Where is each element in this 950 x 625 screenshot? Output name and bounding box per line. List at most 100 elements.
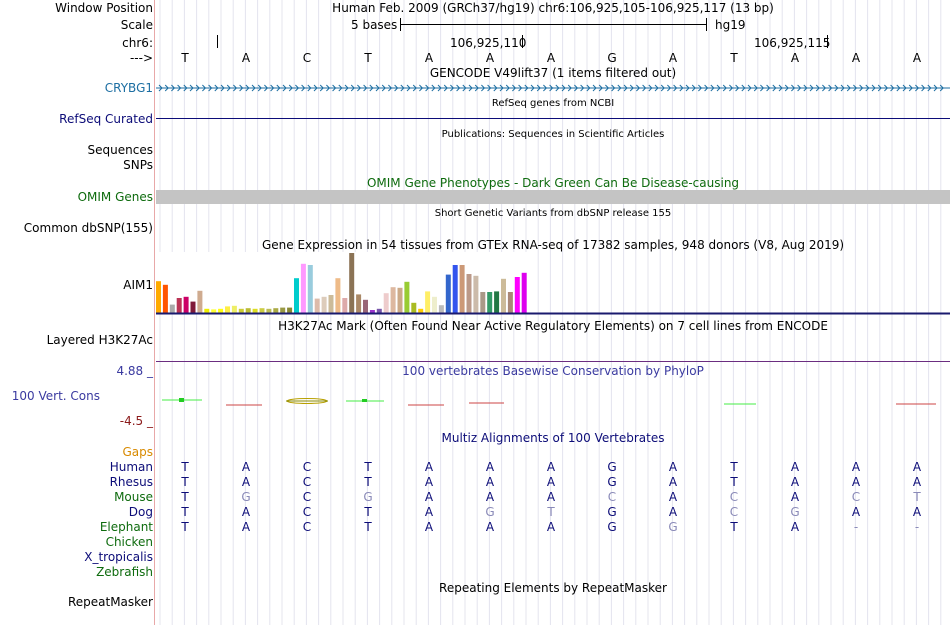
strand-arrow bbox=[729, 84, 734, 92]
gtex-tissue-bar[interactable] bbox=[369, 310, 375, 313]
refseq-label[interactable]: RefSeq Curated bbox=[59, 112, 153, 126]
gtex-tissue-bar[interactable] bbox=[342, 298, 348, 313]
strand-arrow bbox=[530, 84, 535, 92]
gtex-tissue-bar[interactable] bbox=[390, 287, 396, 313]
gtex-tissue-bar[interactable] bbox=[218, 308, 224, 313]
gtex-tissue-bar[interactable] bbox=[314, 298, 320, 313]
dbsnp-label[interactable]: Common dbSNP(155) bbox=[23, 221, 153, 235]
gtex-tissue-bar[interactable] bbox=[238, 308, 244, 313]
ruler-coordinate: 106,925,115 bbox=[754, 36, 831, 50]
gtex-tissue-bar[interactable] bbox=[397, 287, 403, 313]
gtex-tissue-bar[interactable] bbox=[404, 281, 410, 313]
gtex-tissue-bar[interactable] bbox=[211, 309, 217, 313]
species-label[interactable]: Rhesus bbox=[109, 475, 153, 489]
species-label[interactable]: Zebrafish bbox=[96, 565, 153, 579]
gtex-tissue-bar[interactable] bbox=[156, 281, 161, 313]
gtex-expression-chart[interactable] bbox=[156, 252, 950, 316]
gtex-tissue-bar[interactable] bbox=[245, 308, 251, 313]
strand-arrow bbox=[338, 84, 343, 92]
gtex-gene-label[interactable]: AIM1 bbox=[123, 278, 153, 292]
strand-arrow bbox=[499, 84, 504, 92]
gtex-tissue-bar[interactable] bbox=[266, 308, 272, 313]
species-label[interactable]: Elephant bbox=[99, 520, 153, 534]
reference-base: A bbox=[668, 51, 678, 65]
gtex-tissue-bar[interactable] bbox=[507, 292, 513, 313]
h3k27ac-label[interactable]: Layered H3K27Ac bbox=[46, 333, 153, 347]
gtex-tissue-bar[interactable] bbox=[473, 275, 479, 313]
alignment-base: G bbox=[607, 520, 617, 534]
gtex-tissue-bar[interactable] bbox=[521, 272, 527, 313]
phylop-signal[interactable] bbox=[156, 394, 950, 410]
gtex-tissue-bar[interactable] bbox=[383, 293, 389, 313]
gtex-tissue-bar[interactable] bbox=[494, 291, 500, 313]
gtex-tissue-bar[interactable] bbox=[162, 284, 168, 313]
gtex-tissue-bar[interactable] bbox=[376, 308, 382, 313]
alignment-base: A bbox=[790, 520, 800, 534]
gencode-item-label[interactable]: CRYBG1 bbox=[104, 81, 153, 95]
gtex-tissue-bar[interactable] bbox=[300, 263, 306, 313]
gencode-gene-feature[interactable] bbox=[156, 82, 950, 94]
gtex-tissue-bar[interactable] bbox=[321, 296, 327, 313]
strand-arrow bbox=[884, 84, 889, 92]
species-label[interactable]: Chicken bbox=[105, 535, 153, 549]
omim-label[interactable]: OMIM Genes bbox=[77, 190, 153, 204]
sequences-label[interactable]: Sequences bbox=[87, 143, 153, 157]
gtex-tissue-bar[interactable] bbox=[411, 302, 417, 313]
gtex-tissue-bar[interactable] bbox=[259, 308, 265, 313]
gtex-tissue-bar[interactable] bbox=[445, 274, 451, 313]
alignment-base: T bbox=[730, 520, 738, 534]
snps-label[interactable]: SNPs bbox=[123, 158, 153, 172]
gtex-tissue-bar[interactable] bbox=[280, 307, 286, 313]
gtex-tissue-bar[interactable] bbox=[514, 277, 520, 313]
gtex-tissue-bar[interactable] bbox=[307, 265, 313, 313]
gtex-tissue-bar[interactable] bbox=[231, 305, 237, 313]
gtex-tissue-bar[interactable] bbox=[425, 291, 431, 313]
gtex-tissue-bar[interactable] bbox=[349, 253, 355, 313]
gaps-label[interactable]: Gaps bbox=[122, 445, 153, 459]
gtex-tissue-bar[interactable] bbox=[501, 278, 506, 313]
strand-arrow bbox=[431, 84, 436, 92]
alignment-base: A bbox=[851, 505, 861, 519]
gtex-tissue-bar[interactable] bbox=[487, 292, 493, 313]
gtex-tissue-bar[interactable] bbox=[190, 301, 196, 313]
gtex-tissue-bar[interactable] bbox=[294, 278, 299, 313]
alignment-base: G bbox=[607, 475, 617, 489]
strand-arrow bbox=[518, 84, 523, 92]
gtex-tissue-bar[interactable] bbox=[183, 296, 189, 313]
gtex-tissue-bar[interactable] bbox=[273, 308, 279, 313]
gtex-tissue-bar[interactable] bbox=[363, 299, 368, 313]
alignment-base: C bbox=[302, 475, 312, 489]
species-label[interactable]: Mouse bbox=[114, 490, 153, 504]
species-label[interactable]: Dog bbox=[128, 505, 153, 519]
alignment-base: A bbox=[424, 475, 434, 489]
gtex-tissue-bar[interactable] bbox=[328, 295, 334, 313]
gtex-tissue-bar[interactable] bbox=[287, 307, 293, 313]
gtex-tissue-bar[interactable] bbox=[438, 305, 444, 313]
reference-base: T bbox=[181, 51, 189, 65]
gtex-tissue-bar[interactable] bbox=[432, 296, 437, 313]
gtex-tissue-bar[interactable] bbox=[169, 304, 175, 313]
gtex-tissue-bar[interactable] bbox=[480, 292, 486, 313]
alignment-base: G bbox=[668, 520, 678, 534]
gtex-tissue-bar[interactable] bbox=[252, 308, 258, 313]
gtex-tissue-bar[interactable] bbox=[197, 290, 203, 313]
gtex-tissue-bar[interactable] bbox=[225, 306, 230, 313]
scale-bar-left-tick bbox=[400, 18, 401, 31]
alignment-base: A bbox=[546, 490, 556, 504]
gtex-tissue-bar[interactable] bbox=[176, 298, 182, 313]
repeatmasker-label[interactable]: RepeatMasker bbox=[67, 595, 153, 609]
gtex-tissue-bar[interactable] bbox=[204, 308, 210, 313]
refseq-gene-line[interactable] bbox=[156, 118, 950, 119]
species-label[interactable]: Human bbox=[109, 460, 153, 474]
gtex-tissue-bar[interactable] bbox=[452, 265, 458, 313]
alignment-base: G bbox=[790, 505, 800, 519]
gtex-tissue-bar[interactable] bbox=[466, 274, 472, 313]
gtex-tissue-bar[interactable] bbox=[418, 308, 424, 313]
species-label[interactable]: X_tropicalis bbox=[84, 550, 153, 564]
phylop-label[interactable]: 100 Vert. Cons bbox=[11, 389, 100, 403]
gtex-tissue-bar[interactable] bbox=[459, 265, 465, 313]
gtex-tissue-bar[interactable] bbox=[335, 278, 341, 313]
chrom-label: chr6: bbox=[122, 36, 153, 50]
omim-feature-bar[interactable] bbox=[156, 190, 950, 204]
gtex-tissue-bar[interactable] bbox=[356, 294, 362, 313]
